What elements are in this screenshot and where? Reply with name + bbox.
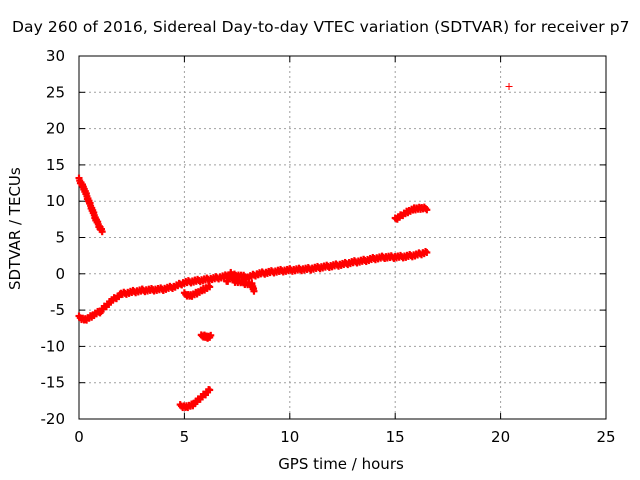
- x-tick-label: 15: [386, 428, 405, 446]
- data-point: [206, 386, 214, 394]
- data-point: [207, 331, 215, 339]
- y-tick-label: 0: [55, 265, 65, 283]
- plot-border: [78, 55, 607, 420]
- data-point: [423, 206, 431, 214]
- data-point: [505, 82, 513, 90]
- y-tick-label: 15: [46, 156, 65, 174]
- chart-title: Day 260 of 2016, Sidereal Day-to-day VTE…: [12, 18, 630, 36]
- data-point: [250, 287, 258, 295]
- y-tick-label: -5: [50, 301, 65, 319]
- data-point: [206, 283, 214, 291]
- x-axis-label: GPS time / hours: [278, 455, 404, 473]
- x-tick-label: 20: [491, 428, 510, 446]
- y-axis-label: SDTVAR / TECUs: [6, 167, 24, 290]
- y-tick-label: 20: [46, 120, 65, 138]
- data-point: [98, 228, 106, 236]
- y-tick-label: 5: [55, 229, 65, 247]
- y-tick-label: 25: [46, 83, 65, 101]
- x-tick-label: 10: [280, 428, 299, 446]
- y-tick-label: 10: [46, 192, 65, 210]
- y-tick-label: -10: [41, 337, 66, 355]
- y-tick-label: -15: [41, 374, 66, 392]
- y-tick-label: 30: [46, 47, 65, 65]
- x-tick-label: 0: [74, 428, 84, 446]
- y-tick-label: -20: [41, 410, 66, 428]
- x-tick-label: 5: [180, 428, 190, 446]
- data-point: [423, 248, 431, 256]
- x-tick-label: 25: [596, 428, 615, 446]
